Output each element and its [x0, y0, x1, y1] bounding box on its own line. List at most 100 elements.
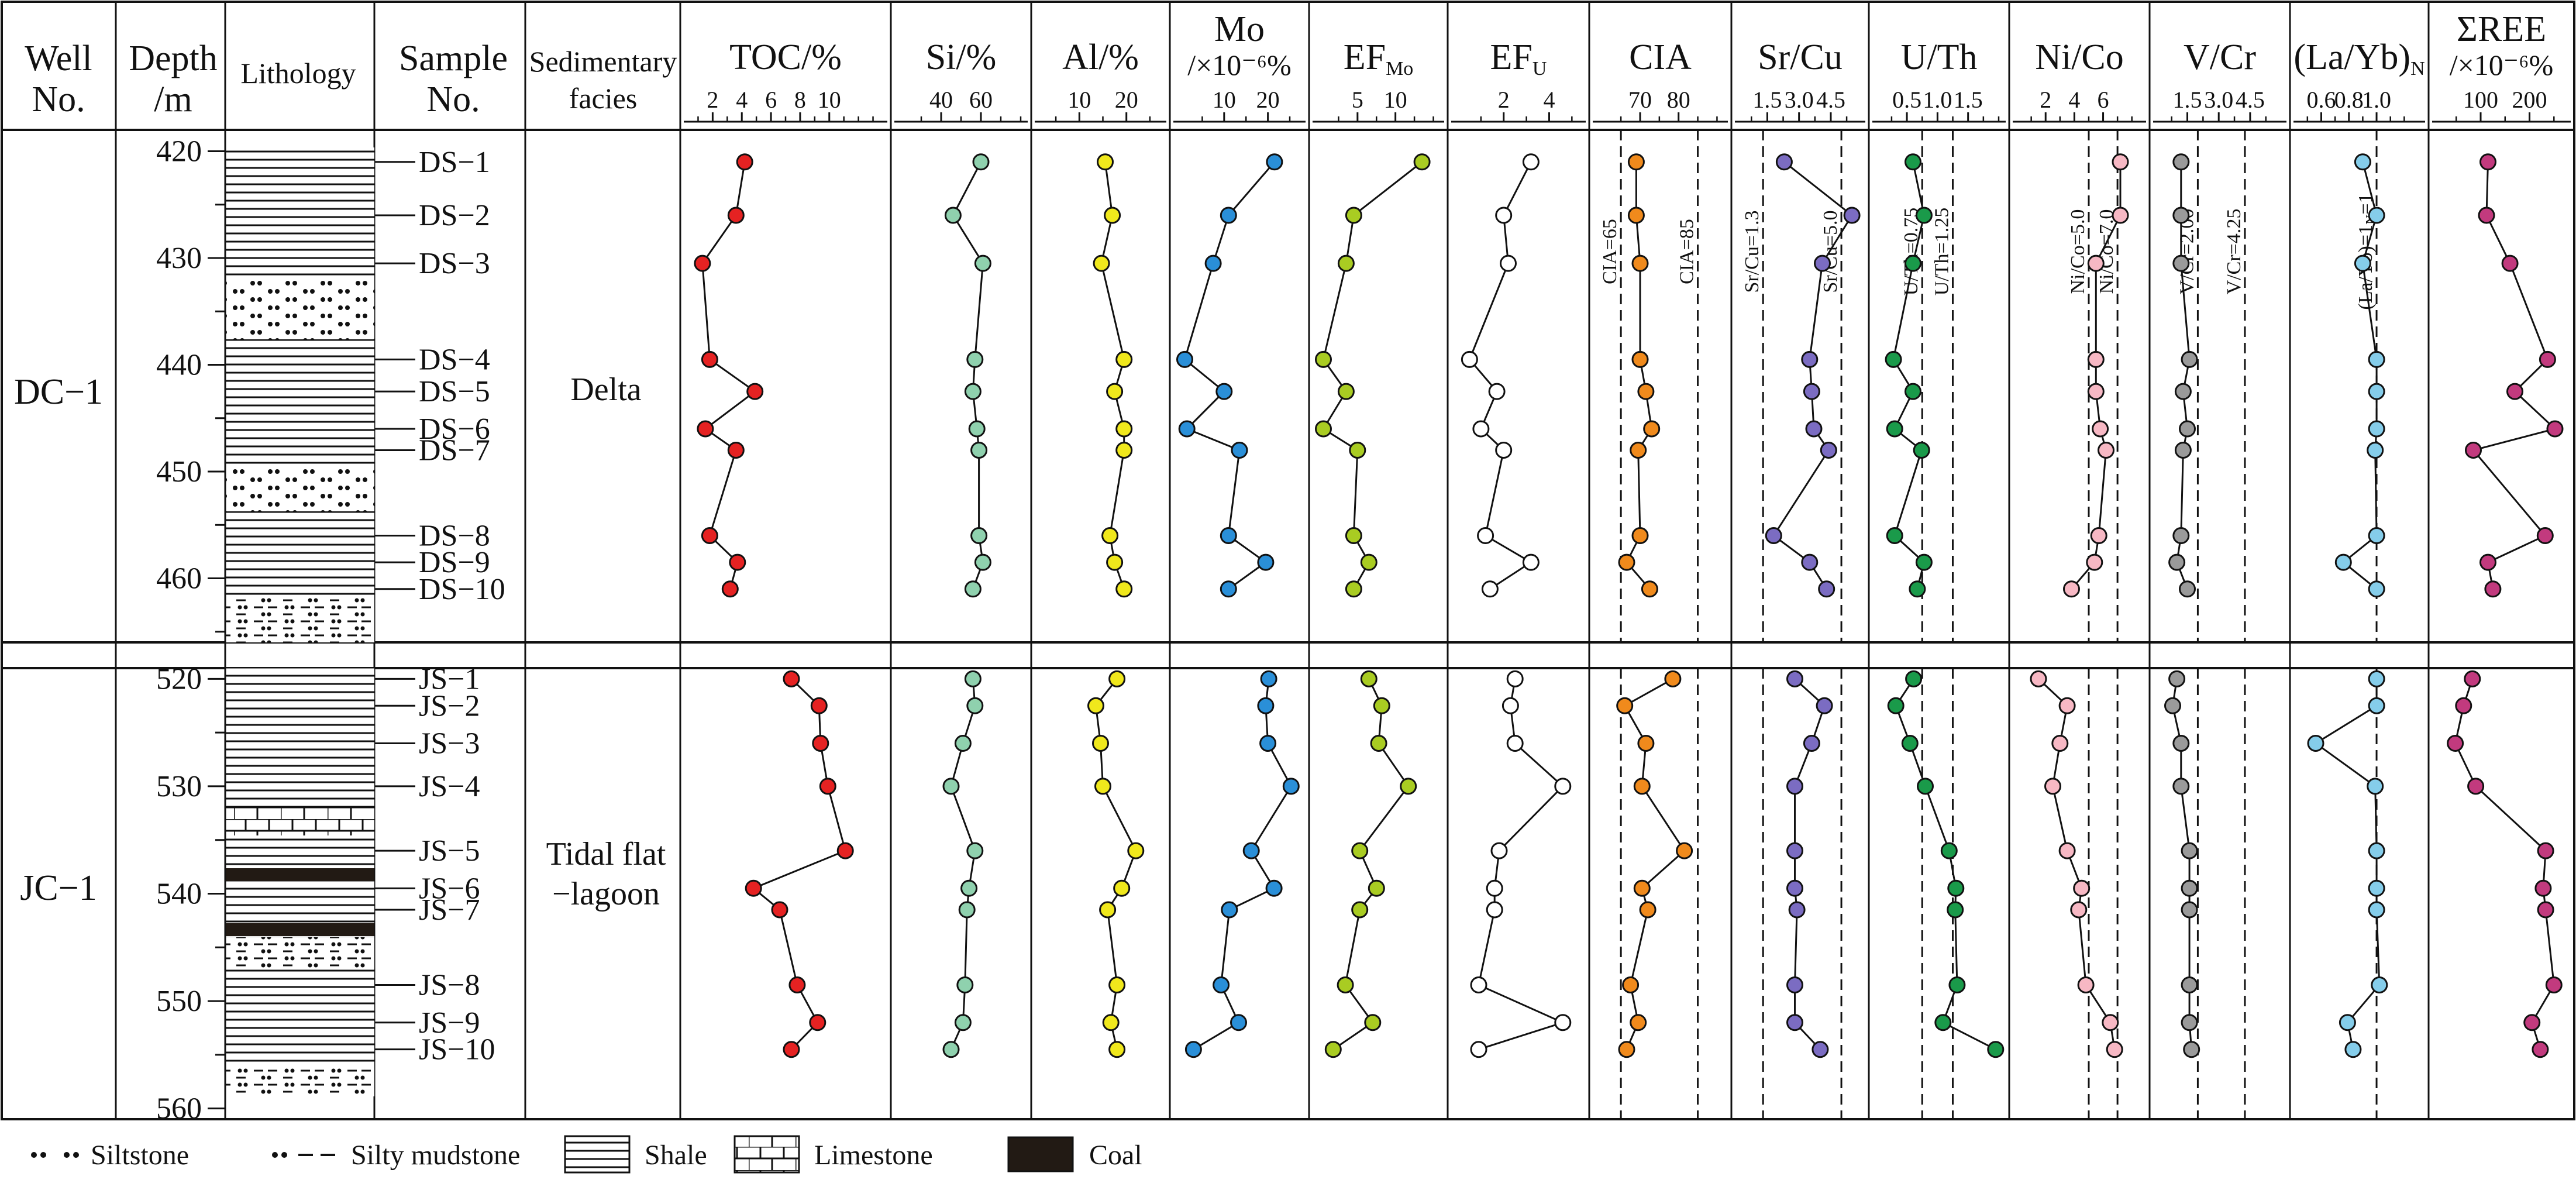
legend-label-limestone: Limestone [814, 1140, 933, 1171]
point-ree-jc1-10 [2532, 1041, 2549, 1058]
sample-label-js-4: JS−4 [419, 770, 480, 803]
litho-siltstone-2 [225, 466, 374, 511]
point-sr-cu-dc1-9 [1801, 553, 1819, 571]
legend-siltstone: Siltstone [31, 1140, 189, 1171]
point-la-yb-n-jc1-5 [2368, 842, 2385, 859]
series-line-si-jc1 [950, 679, 976, 1050]
point-ree-dc1-4 [2539, 350, 2556, 368]
point-efu-dc1-7 [1495, 442, 1513, 459]
point-al-dc1-4 [1115, 350, 1133, 368]
x-tick-label-cia-80: 80 [1667, 87, 1690, 113]
point-sr-cu-dc1-10 [1818, 580, 1835, 598]
point-sr-cu-dc1-3 [1814, 254, 1831, 272]
header-lithology: Lithology [240, 57, 356, 90]
point-efu-jc1-7 [1486, 901, 1503, 919]
litho-siltstone-1 [225, 277, 374, 339]
series-line-toc-dc1 [701, 161, 757, 590]
point-al-jc1-6 [1113, 879, 1131, 897]
series-line-la-yb-n-dc1 [2341, 161, 2378, 590]
point-la-yb-n-dc1-10 [2368, 580, 2385, 598]
legend-silty-mudstone: Silty mudstone [272, 1140, 520, 1171]
legend-label-siltstone: Siltstone [91, 1140, 189, 1171]
point-al-jc1-9 [1102, 1014, 1120, 1031]
point-efu-jc1-8 [1470, 976, 1487, 993]
ref-label-ni-co-5-0: Ni/Co=5.0 [2067, 209, 2089, 294]
point-v-cr-jc1-1 [2168, 670, 2186, 687]
point-sr-cu-jc1-7 [1788, 901, 1806, 919]
series-line-ni-co-dc1 [2071, 161, 2122, 590]
point-cia-dc1-9 [1618, 553, 1635, 571]
panel-toc: TOC/% 2 4 6 8 10 [684, 37, 887, 1058]
point-cia-dc1-2 [1627, 207, 1645, 224]
panel-u-th: U/Th 0.5 1.0 1.5 U/Th=0.75 U/Th=1.25 [1872, 37, 2006, 1119]
point-mo-jc1-5 [1242, 842, 1260, 859]
point-si-jc1-6 [960, 879, 978, 897]
point-ni-co-dc1-4 [2087, 350, 2105, 368]
point-v-cr-jc1-10 [2183, 1041, 2200, 1058]
point-ni-co-jc1-3 [2051, 735, 2069, 752]
point-sr-cu-dc1-6 [1805, 420, 1823, 438]
point-mo-jc1-6 [1265, 879, 1283, 897]
point-si-jc1-1 [964, 670, 982, 687]
point-la-yb-n-jc1-4 [2367, 778, 2384, 795]
point-mo-dc1-8 [1220, 527, 1237, 544]
point-mo-jc1-2 [1257, 697, 1275, 714]
point-toc-jc1-8 [788, 976, 806, 993]
x-tick-label-efu-4: 4 [1543, 87, 1555, 113]
point-cia-jc1-1 [1664, 670, 1682, 687]
point-v-cr-dc1-10 [2179, 580, 2196, 598]
point-mo-dc1-6 [1178, 420, 1196, 438]
point-efu-jc1-6 [1486, 879, 1503, 897]
point-al-jc1-5 [1127, 842, 1145, 859]
point-toc-jc1-10 [783, 1041, 800, 1058]
point-toc-dc1-1 [736, 153, 753, 171]
point-toc-dc1-3 [694, 254, 711, 272]
point-mo-dc1-4 [1176, 350, 1193, 368]
point-efmo-jc1-10 [1324, 1041, 1342, 1058]
point-mo-dc1-7 [1231, 442, 1248, 459]
panel-title-v-cr: V/Cr [2184, 37, 2256, 77]
point-cia-jc1-7 [1639, 901, 1657, 919]
point-v-cr-jc1-2 [2164, 697, 2181, 714]
x-tick-label-ree-100: 100 [2463, 87, 2498, 113]
point-v-cr-dc1-5 [2174, 383, 2192, 400]
point-al-dc1-7 [1115, 442, 1133, 459]
panel-mo: Mo/×10⁻⁶% 10 20 [1173, 9, 1306, 1058]
point-al-dc1-2 [1104, 207, 1121, 224]
point-mo-dc1-9 [1257, 553, 1275, 571]
point-efmo-dc1-9 [1360, 553, 1377, 571]
point-v-cr-dc1-4 [2181, 350, 2198, 368]
point-al-jc1-7 [1099, 901, 1117, 919]
sample-label-ds-5: DS−5 [419, 375, 490, 408]
panel-v-cr: V/Cr1.5 3.0 4.5V/Cr=2.00 V/Cr=4.25 [2153, 37, 2286, 1119]
sample-label-js-7: JS−7 [419, 893, 480, 927]
point-toc-jc1-6 [745, 879, 762, 897]
point-ni-co-dc1-10 [2063, 580, 2080, 598]
point-ree-dc1-3 [2501, 254, 2519, 272]
sample-label-ds-8: DS−8 [419, 520, 490, 553]
point-ree-jc1-4 [2467, 778, 2485, 795]
point-al-dc1-5 [1106, 383, 1124, 400]
depth-tick-label-jc1-540: 540 [156, 878, 202, 911]
point-efu-dc1-4 [1461, 350, 1478, 368]
panel-si: Si/% 40 60 [894, 37, 1028, 1058]
panel-title-toc: TOC/% [729, 37, 842, 77]
lithology-column-dc1 [225, 147, 374, 642]
point-la-yb-n-jc1-2 [2368, 697, 2385, 714]
x-tick-label-u-th-1-0: 1.0 [1923, 87, 1952, 113]
point-u-th-jc1-10 [1987, 1041, 2005, 1058]
point-mo-dc1-2 [1220, 207, 1237, 224]
point-cia-dc1-1 [1627, 153, 1645, 171]
series-line-ree-dc1 [2471, 161, 2557, 590]
legend-label-silty-mudstone: Silty mudstone [351, 1140, 520, 1171]
x-tick-label-mo-20: 20 [1256, 87, 1280, 113]
point-v-cr-dc1-1 [2172, 153, 2190, 171]
legend-label-coal: Coal [1089, 1140, 1142, 1171]
point-u-th-jc1-2 [1887, 697, 1905, 714]
series-line-mo-jc1 [1193, 679, 1293, 1050]
point-la-yb-n-dc1-9 [2334, 553, 2352, 571]
point-sr-cu-dc1-2 [1843, 207, 1861, 224]
point-ni-co-jc1-8 [2077, 976, 2095, 993]
point-u-th-dc1-7 [1913, 442, 1930, 459]
point-efmo-jc1-5 [1351, 842, 1369, 859]
